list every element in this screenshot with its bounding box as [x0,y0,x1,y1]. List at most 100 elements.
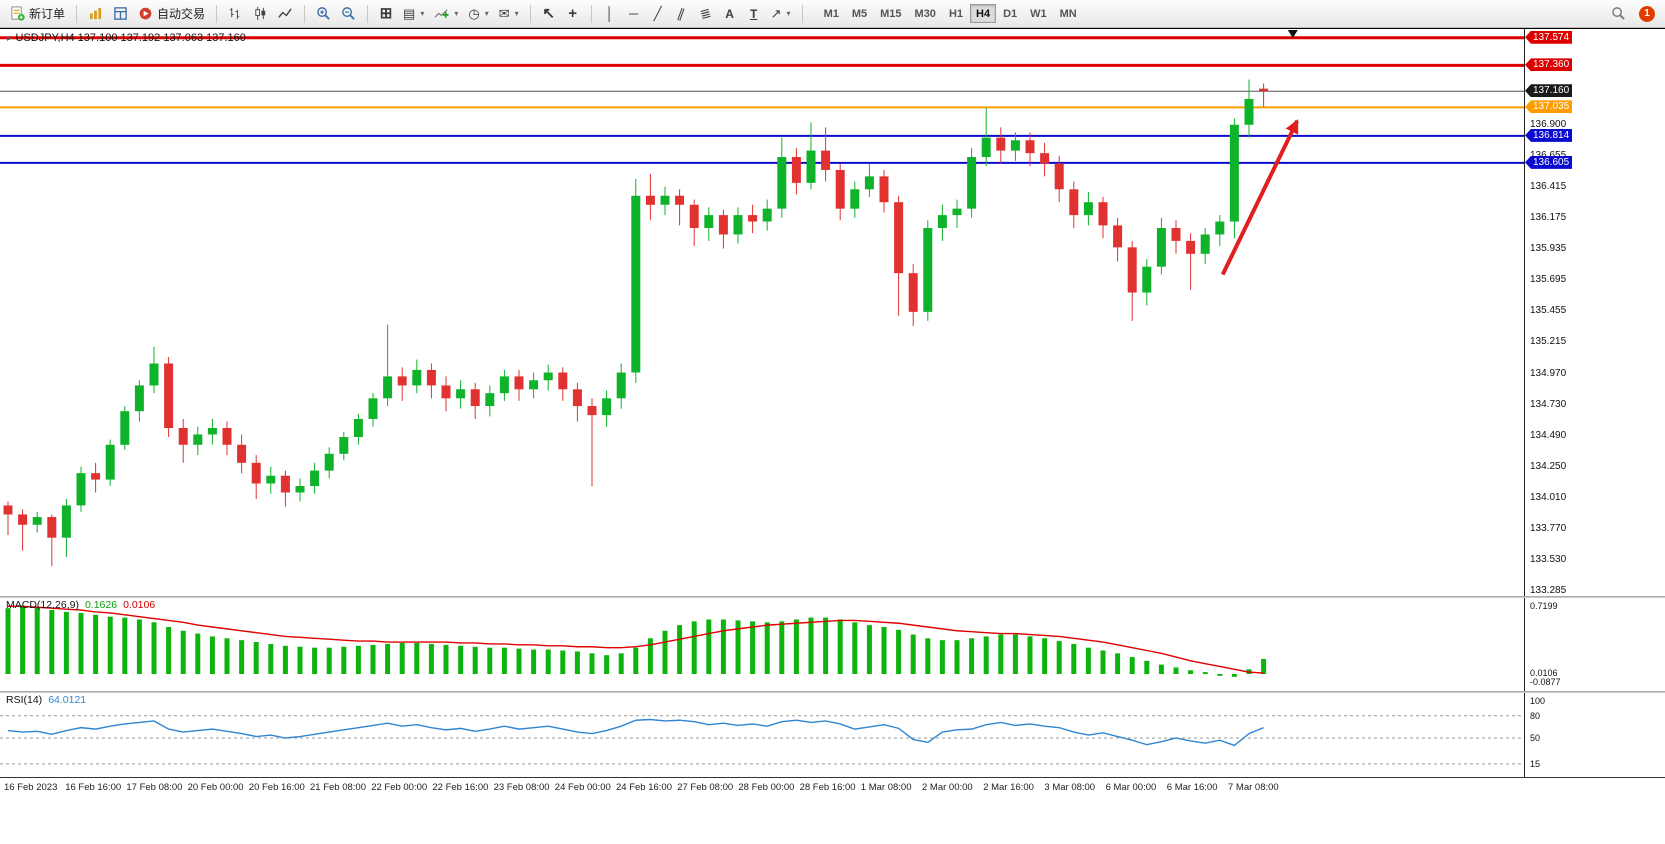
macd-histogram-bar [969,638,975,674]
macd-histogram-bar [954,640,960,674]
text-tool-button[interactable]: A [719,3,741,25]
crosshair-button[interactable]: + [562,3,584,25]
tf-button-m5[interactable]: M5 [846,4,873,23]
candle-body [1083,202,1093,216]
tf-button-m1[interactable]: M1 [818,4,845,23]
macd-histogram-bar [531,649,537,674]
fibonacci-tool-button[interactable]: ≣ [695,3,717,25]
panel-divider[interactable] [0,596,1665,598]
time-axis-label: 22 Feb 16:00 [432,782,489,793]
macd-histogram-bar [750,621,756,674]
time-axis-label: 1 Mar 08:00 [860,782,912,793]
price-axis-label: 134.970 [1530,367,1567,379]
new-order-button[interactable]: 新订单 [6,3,69,25]
top-marker-icon [1287,30,1298,38]
toolbar-separator [529,4,531,23]
alerts-button[interactable]: ✉ ▾ [495,3,523,25]
main-chart[interactable] [0,28,1524,596]
time-axis-label: 17 Feb 08:00 [126,782,183,793]
zoom-in-icon [317,7,330,20]
toolbar-separator [76,4,78,23]
candle-body [645,195,655,205]
channel-tool-button[interactable]: ∥ [671,3,693,25]
crosshair-icon: + [568,5,578,22]
line-chart-icon [278,8,292,18]
price-axis-label: 134.730 [1530,398,1567,410]
candle-body [120,411,130,445]
rsi-axis-label: 80 [1530,710,1541,721]
chart-symbol-header: ▸ USDJPY,H4 137.100 137.192 137.063 137.… [7,32,246,44]
candle-body [660,195,670,205]
macd-histogram-bar [764,622,770,674]
candle-body [324,453,334,471]
macd-histogram-bar [735,620,741,674]
tile-windows-button[interactable]: ⊞ [375,3,397,25]
timeframe-toolbar: M1 M5 M15 M30 H1 H4 D1 W1 MN [818,4,1083,23]
market-watch-button[interactable] [84,3,107,25]
macd-histogram-bar [1173,667,1179,674]
indicators-button[interactable]: ▾ [430,3,462,25]
trendline-icon: ╱ [653,6,662,21]
line-chart-button[interactable] [274,3,297,25]
candle-body [1098,202,1108,226]
candle-body [3,505,13,515]
zoom-in-button[interactable] [312,3,335,25]
tf-button-m15[interactable]: M15 [874,4,907,23]
data-window-button[interactable] [109,3,132,25]
rsi-panel[interactable] [0,693,1524,777]
macd-histogram-bar [253,642,259,674]
macd-histogram-bar [268,643,274,674]
macd-axis-label: 0.0106 [1530,668,1558,678]
candle-body [850,189,860,209]
candle-body [485,393,495,407]
price-level-tag: 137.574 [1525,30,1573,44]
arrows-caret-icon: ▾ [786,8,791,18]
templates-button[interactable]: ▤ ▾ [399,3,428,25]
tf-button-mn[interactable]: MN [1054,4,1083,23]
arrows-tool-button[interactable]: ↗ ▾ [767,3,795,25]
price-axis-label: 134.250 [1530,460,1567,472]
trend-arrow-annotation[interactable] [1220,119,1299,276]
rsi-axis-label: 15 [1530,758,1541,769]
time-axis[interactable]: 16 Feb 2023 16 Feb 16:00 17 Feb 08:00 20 Fe… [0,777,1665,805]
tf-button-h1[interactable]: H1 [943,4,969,23]
macd-histogram-bar [107,616,113,674]
macd-histogram-bar [414,642,420,674]
zoom-out-button[interactable] [337,3,360,25]
main-toolbar: 新订单 自动交易 ⊞ ▤ ▾ [0,0,1665,28]
macd-panel[interactable] [0,598,1524,691]
candlestick-button[interactable] [249,3,272,25]
macd-histogram-bar [1144,660,1150,674]
candle-body [967,157,977,209]
tf-button-w1[interactable]: W1 [1024,4,1053,23]
cursor-button[interactable]: ↖ [538,3,560,25]
candle-body [894,202,904,274]
price-axis-label: 135.695 [1530,274,1567,286]
tf-button-m30[interactable]: M30 [909,4,942,23]
label-tool-button[interactable]: T [743,3,765,25]
time-axis-label: 6 Mar 00:00 [1105,782,1157,793]
candle-body [412,369,422,386]
periods-button[interactable]: ◷ ▾ [464,3,492,25]
search-button[interactable] [1607,3,1630,25]
candle-body [32,517,42,525]
auto-trading-label: 自动交易 [157,7,206,21]
toolbar-right-group: 1 [1607,3,1659,25]
macd-histogram-bar [560,650,566,674]
tf-button-h4[interactable]: H4 [970,4,997,23]
envelope-icon: ✉ [498,6,510,21]
horizontal-line-tool-button[interactable]: ─ [623,3,645,25]
bar-chart-button[interactable] [224,3,247,25]
trendline-tool-button[interactable]: ╱ [647,3,669,25]
candle-body [1025,140,1035,154]
macd-histogram-bar [282,645,288,674]
notification-badge[interactable]: 1 [1639,5,1655,22]
auto-trading-button[interactable]: 自动交易 [134,3,209,25]
price-axis[interactable]: 136.900136.655136.415136.175135.935135.6… [1524,28,1665,777]
arrows-tool-icon: ↗ [770,6,782,21]
vertical-line-tool-button[interactable]: │ [599,3,621,25]
vertical-line-icon: │ [605,6,614,21]
macd-histogram-bar [1115,653,1121,674]
tf-button-d1[interactable]: D1 [997,4,1023,23]
panel-divider[interactable] [0,691,1665,693]
